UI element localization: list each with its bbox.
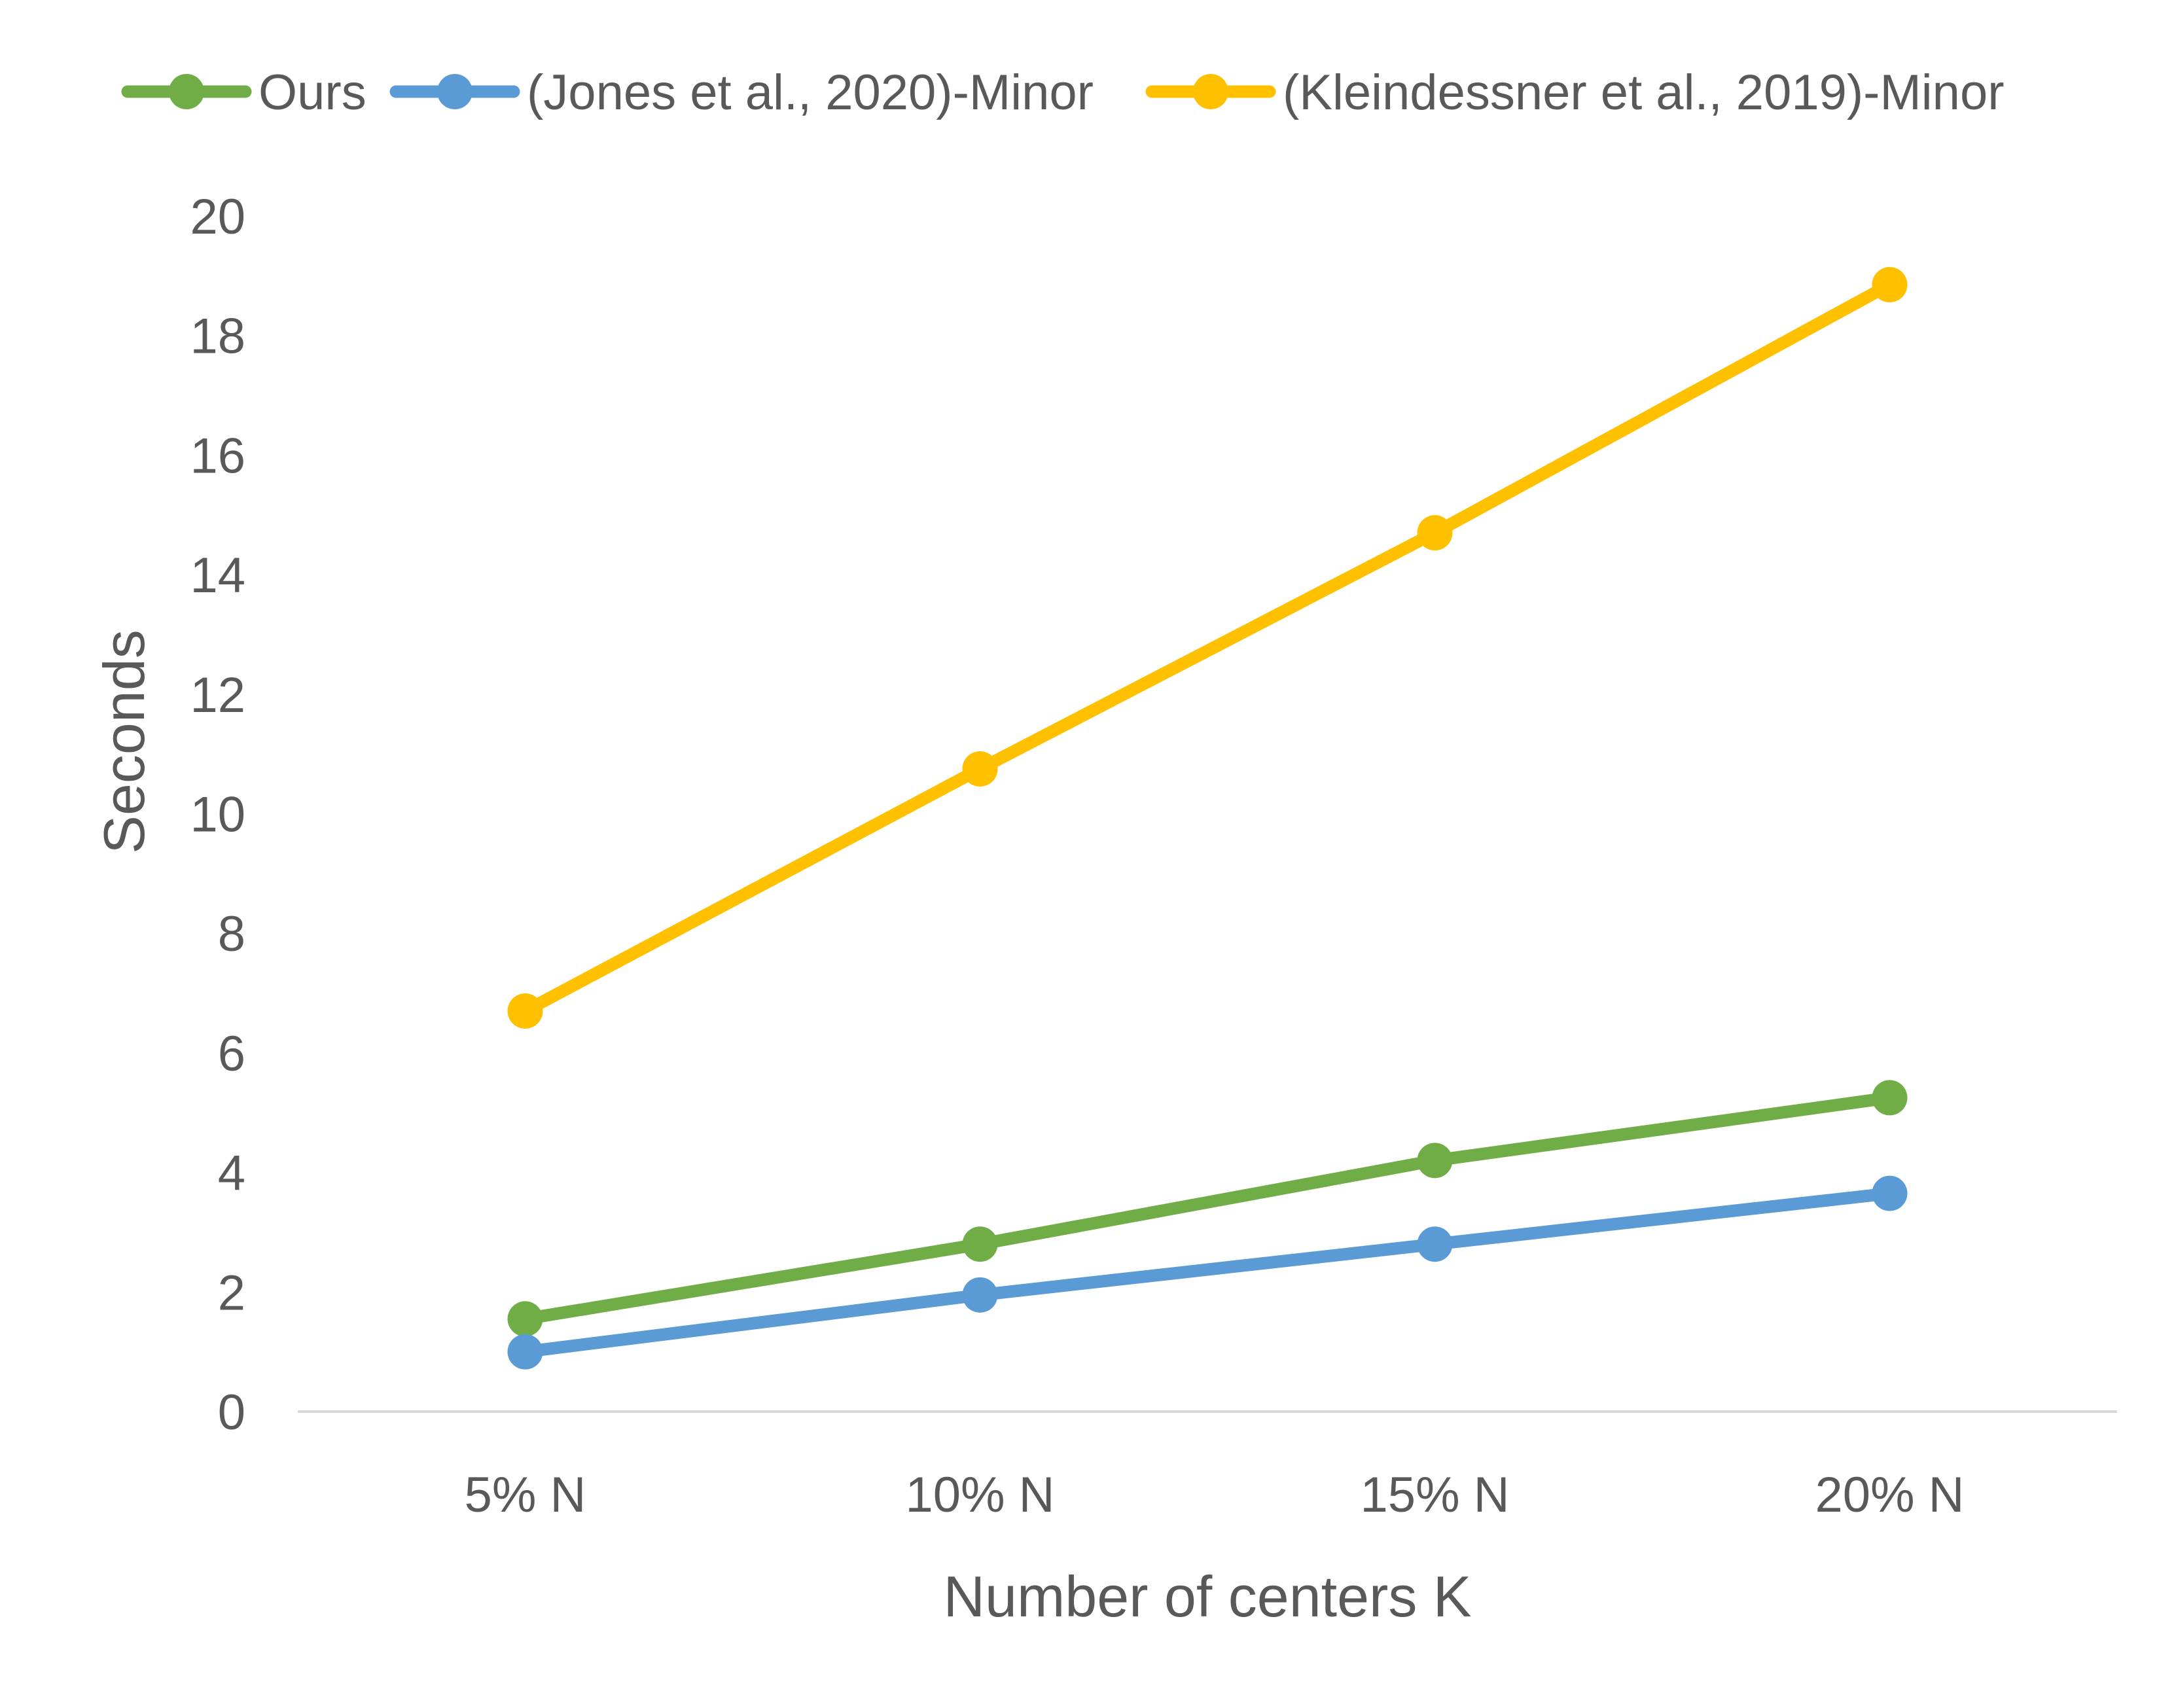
- x-axis-title: Number of centers K: [944, 1564, 1472, 1629]
- data-point: [1417, 1143, 1453, 1179]
- series-3: [507, 267, 1908, 1029]
- data-point: [1872, 1175, 1908, 1211]
- legend-item: (Jones et al., 2020)-Minor: [389, 65, 1094, 120]
- y-tick-label: 14: [190, 548, 245, 603]
- data-point: [962, 1277, 998, 1313]
- series-2: [507, 1175, 1908, 1370]
- y-tick-label: 20: [190, 189, 245, 245]
- data-point: [507, 1301, 543, 1337]
- series-1: [507, 1080, 1908, 1337]
- data-point: [962, 1226, 998, 1262]
- x-tick-label: 5% N: [465, 1467, 586, 1523]
- legend-item: Ours: [121, 65, 366, 120]
- x-axis: 5% N 10% N 15% N 20% N: [298, 1410, 2117, 1523]
- y-tick-label: 6: [218, 1026, 245, 1082]
- y-axis-title: Seconds: [92, 630, 156, 853]
- x-tick-label: 10% N: [905, 1467, 1054, 1523]
- legend-swatch-marker: [169, 74, 204, 109]
- x-tick-label: 20% N: [1815, 1467, 1964, 1523]
- data-point: [962, 751, 998, 787]
- legend: Ours (Jones et al., 2020)-Minor (Kleindess…: [121, 65, 2005, 120]
- data-point: [507, 1334, 543, 1370]
- y-tick-label: 10: [190, 787, 245, 843]
- data-point: [1872, 1080, 1908, 1116]
- series-group: [507, 267, 1908, 1370]
- y-tick-label: 16: [190, 428, 245, 484]
- y-axis: 0 2 4 6 8 10 12 14 16 18 20: [190, 189, 245, 1440]
- y-tick-label: 12: [190, 667, 245, 723]
- y-tick-label: 2: [218, 1265, 245, 1321]
- data-point: [1872, 267, 1908, 303]
- legend-label: (Jones et al., 2020)-Minor: [527, 65, 1094, 120]
- y-tick-label: 4: [218, 1146, 245, 1201]
- series-line: [519, 1187, 1896, 1359]
- series-line: [519, 278, 1896, 1018]
- data-point: [1417, 1226, 1453, 1262]
- y-tick-label: 18: [190, 309, 245, 365]
- y-tick-label: 8: [218, 906, 245, 962]
- y-tick-label: 0: [218, 1385, 245, 1440]
- legend-label: Ours: [259, 65, 366, 120]
- data-point: [1417, 515, 1453, 551]
- x-tick-label: 15% N: [1360, 1467, 1509, 1523]
- legend-item: (Kleindessner et al., 2019)-Minor: [1145, 65, 2005, 120]
- legend-swatch-marker: [1193, 74, 1228, 109]
- legend-label: (Kleindessner et al., 2019)-Minor: [1283, 65, 2005, 120]
- legend-swatch-marker: [437, 74, 473, 109]
- data-point: [507, 993, 543, 1029]
- series-line: [519, 1091, 1896, 1325]
